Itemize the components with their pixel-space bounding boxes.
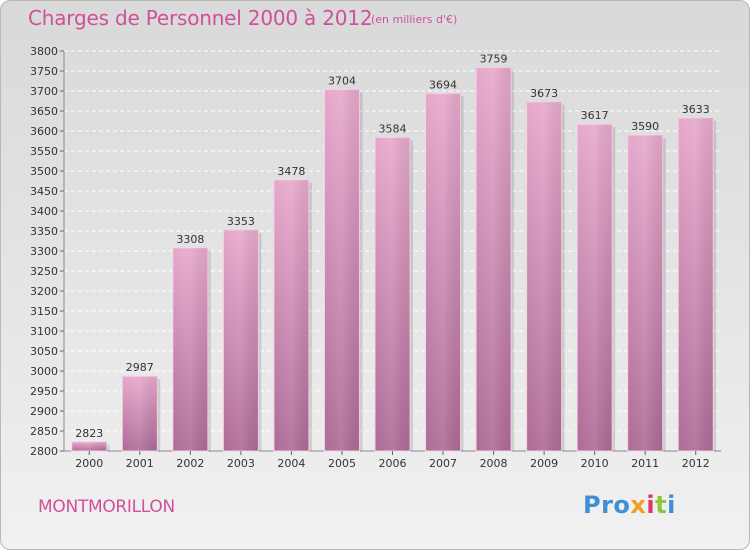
value-label-2003: 3353: [227, 215, 255, 228]
bar-highlight: [476, 67, 512, 452]
value-label-2001: 2987: [126, 361, 154, 374]
x-tick-label-2005: 2005: [328, 457, 356, 470]
y-tick-label: 3100: [30, 325, 58, 338]
y-tick-label: 3550: [30, 145, 58, 158]
chart-title: Charges de Personnel 2000 à 2012: [28, 6, 373, 30]
x-tick-label-2010: 2010: [581, 457, 609, 470]
x-tick-label-2007: 2007: [429, 457, 457, 470]
bar-highlight: [122, 376, 158, 451]
y-tick-label: 3150: [30, 305, 58, 318]
y-tick-label: 2950: [30, 385, 58, 398]
y-tick-label: 2800: [30, 445, 58, 458]
value-label-2011: 3590: [631, 120, 659, 133]
x-tick-label-2011: 2011: [631, 457, 659, 470]
x-tick-label-2012: 2012: [682, 457, 710, 470]
x-axis: 2000 2001 2002 2003 2004 2005 2006 2007 2008 2009…: [75, 451, 710, 470]
bar-highlight: [273, 179, 309, 452]
x-tick-label-2001: 2001: [126, 457, 154, 470]
y-axis: 2800 2850 2900 2950 3000 3050 3100 3150 3200 3250…: [30, 45, 721, 458]
x-tick-label-2003: 2003: [227, 457, 255, 470]
y-tick-label: 3350: [30, 225, 58, 238]
x-tick-label-2004: 2004: [277, 457, 305, 470]
y-tick-label: 3600: [30, 125, 58, 138]
y-tick-label: 3700: [30, 85, 58, 98]
x-tick-label-2000: 2000: [75, 457, 103, 470]
bar-highlight: [627, 135, 663, 451]
value-label-2007: 3694: [429, 78, 457, 91]
y-tick-label: 3400: [30, 205, 58, 218]
value-label-2000: 2823: [75, 427, 103, 440]
value-label-2010: 3617: [581, 109, 609, 122]
x-tick-label-2009: 2009: [530, 457, 558, 470]
value-labels: 2823 2987 3308 3353 3478 3704 3584 3694 3759 3673…: [75, 52, 709, 439]
x-tick-label-2006: 2006: [379, 457, 407, 470]
y-tick-label: 3650: [30, 105, 58, 118]
value-label-2012: 3633: [682, 103, 710, 116]
value-label-2009: 3673: [530, 87, 558, 100]
y-tick-label: 3050: [30, 345, 58, 358]
x-tick-label-2008: 2008: [480, 457, 508, 470]
bar-highlight: [425, 93, 461, 452]
value-label-2004: 3478: [277, 165, 305, 178]
y-tick-label: 2900: [30, 405, 58, 418]
y-tick-label: 3250: [30, 265, 58, 278]
proxiti-logo[interactable]: Proxiti: [583, 491, 676, 519]
y-tick-label: 3450: [30, 185, 58, 198]
chart-subtitle: (en milliers d'€): [371, 13, 458, 26]
bar-highlight: [526, 101, 562, 452]
y-tick-label: 3750: [30, 65, 58, 78]
y-tick-label: 3300: [30, 245, 58, 258]
y-tick-label: 3200: [30, 285, 58, 298]
location-label: MONTMORILLON: [38, 497, 175, 517]
bar-highlight: [172, 247, 208, 451]
y-tick-label: 3800: [30, 45, 58, 58]
y-tick-label: 3500: [30, 165, 58, 178]
value-label-2005: 3704: [328, 74, 356, 87]
bar-highlight: [71, 441, 107, 451]
bar-highlight: [375, 137, 410, 451]
bars: [71, 66, 717, 452]
value-label-2006: 3584: [379, 122, 407, 135]
bar-highlight: [577, 124, 613, 451]
value-label-2002: 3308: [176, 233, 204, 246]
value-label-2008: 3759: [480, 52, 508, 65]
bar-highlight: [324, 89, 360, 452]
bar-highlight: [678, 117, 714, 452]
y-tick-label: 3000: [30, 365, 58, 378]
x-tick-label-2002: 2002: [176, 457, 204, 470]
bar-highlight: [223, 229, 259, 451]
y-tick-label: 2850: [30, 425, 58, 438]
